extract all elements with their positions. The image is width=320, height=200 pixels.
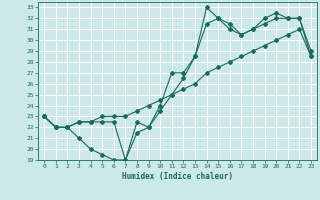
X-axis label: Humidex (Indice chaleur): Humidex (Indice chaleur) — [122, 172, 233, 181]
